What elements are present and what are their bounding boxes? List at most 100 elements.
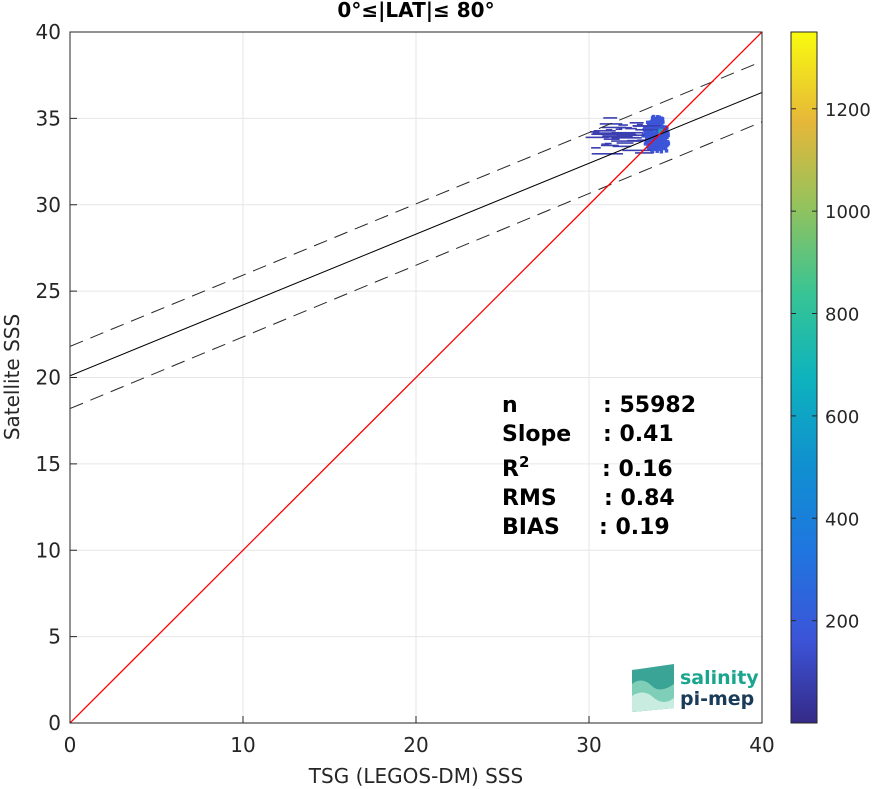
heat-bin [663, 144, 667, 149]
heat-bin [653, 135, 657, 140]
colorbar-tick-label: 800 [825, 305, 859, 326]
heat-bin [666, 131, 670, 135]
heat-streak [591, 153, 624, 155]
heat-bin [665, 135, 669, 140]
heat-streak [633, 125, 648, 127]
y-tick-label: 10 [36, 538, 61, 562]
heat-streak [612, 145, 632, 148]
heat-streak [616, 142, 634, 144]
density-heatmap [585, 114, 671, 155]
heat-streak [618, 124, 628, 126]
heat-bin [656, 131, 660, 136]
stat-superscript: 2 [519, 453, 529, 471]
y-tick-label: 35 [36, 106, 61, 130]
heat-streak [601, 133, 621, 136]
heat-bin [657, 136, 661, 141]
y-tick-label: 0 [48, 711, 61, 735]
heat-bin [663, 138, 667, 142]
heat-streak [591, 133, 608, 136]
heat-peak [658, 128, 664, 134]
heat-bin [661, 133, 666, 137]
heat-streak [615, 128, 623, 131]
heat-streak [625, 127, 637, 130]
heat-streak [590, 131, 600, 133]
heat-streak [604, 142, 612, 145]
x-tick-label: 20 [403, 733, 428, 757]
heat-streak [635, 152, 654, 154]
heat-bin [664, 149, 669, 153]
heat-bin [648, 120, 652, 124]
heat-bin [643, 132, 648, 137]
y-axis-label: Satellite SSS [0, 314, 24, 440]
chart-title: 0°≤|LAT|≤ 80° [337, 0, 494, 22]
heat-bin [644, 130, 649, 134]
y-tick-label: 5 [48, 625, 61, 649]
heat-bin [659, 150, 664, 154]
heat-bin [660, 126, 665, 130]
colorbar-tick-label: 400 [825, 509, 859, 530]
stat-value: : 0.16 [602, 457, 673, 482]
heat-streak [622, 149, 651, 152]
heat-bin [656, 117, 660, 121]
heat-bin [651, 130, 655, 135]
x-axis-label: TSG (LEGOS-DM) SSS [308, 764, 523, 788]
colorbar-tick-label: 1200 [825, 100, 871, 121]
stat-label: RMS [502, 486, 557, 511]
heat-bin [660, 124, 664, 129]
heat-bin [661, 138, 665, 143]
heat-bin [645, 120, 650, 125]
heat-streak [618, 126, 632, 129]
heat-streak [605, 129, 613, 131]
heat-streak [585, 136, 609, 139]
colorbar-tick-label: 1000 [825, 202, 871, 223]
heat-bin [655, 141, 660, 146]
heat-bin [658, 143, 663, 147]
logo-line1: salinity [680, 667, 759, 689]
heat-bin [649, 128, 654, 133]
heat-streak [591, 147, 601, 149]
y-axis-ticks: 0 5 10 15 20 25 30 35 40 [36, 20, 77, 735]
stat-value: : 0.41 [603, 422, 674, 447]
heat-bin [666, 140, 670, 144]
heat-bin [644, 126, 649, 130]
x-tick-label: 40 [749, 733, 774, 757]
heat-bin [649, 137, 654, 142]
heat-streak [603, 117, 618, 119]
heat-bin [666, 133, 670, 137]
heat-bin [655, 115, 660, 119]
stat-label: Slope [502, 422, 571, 447]
heat-bin [650, 146, 654, 150]
identity-line [70, 32, 762, 723]
heat-bin [656, 129, 660, 133]
lower-bound-line [70, 121, 762, 410]
heat-bin [658, 123, 662, 127]
heat-streak [636, 123, 643, 126]
heat-bin [650, 116, 655, 120]
logo-line2: pi-mep [680, 688, 754, 710]
heat-streak [600, 144, 619, 147]
heat-bin [643, 142, 648, 146]
regression-line [70, 91, 762, 377]
heat-bin [665, 142, 670, 147]
heat-streak [613, 133, 637, 136]
y-tick-label: 40 [36, 20, 61, 44]
logo-waves-icon [632, 664, 674, 712]
stats-box: n: 55982 Slope: 0.41 R2: 0.16 RMS: 0.84 BIAS… [502, 393, 696, 540]
heat-streak [627, 139, 646, 142]
heat-bin [657, 139, 661, 143]
stat-value: : 0.84 [604, 486, 675, 511]
heat-bin [661, 140, 666, 145]
heat-bin [660, 117, 665, 122]
stat-label: BIAS [502, 515, 560, 540]
heat-bin [653, 144, 657, 149]
heat-streak [611, 131, 643, 134]
x-tick-label: 0 [64, 733, 77, 757]
x-tick-label: 30 [576, 733, 601, 757]
heat-streak [635, 128, 668, 131]
logo: salinity pi-mep [632, 664, 759, 712]
stat-value: : 0.19 [599, 515, 670, 540]
heat-bin [658, 136, 663, 140]
heat-bin [658, 147, 662, 152]
y-tick-label: 15 [36, 452, 61, 476]
